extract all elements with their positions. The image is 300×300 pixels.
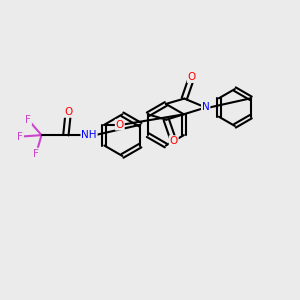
Text: NH: NH bbox=[81, 130, 97, 140]
Text: O: O bbox=[169, 136, 178, 146]
Text: O: O bbox=[188, 72, 196, 82]
Text: O: O bbox=[116, 120, 124, 130]
Text: N: N bbox=[202, 103, 210, 112]
Text: O: O bbox=[64, 107, 72, 117]
Text: F: F bbox=[33, 148, 39, 159]
Text: F: F bbox=[17, 132, 23, 142]
Text: F: F bbox=[25, 115, 31, 125]
